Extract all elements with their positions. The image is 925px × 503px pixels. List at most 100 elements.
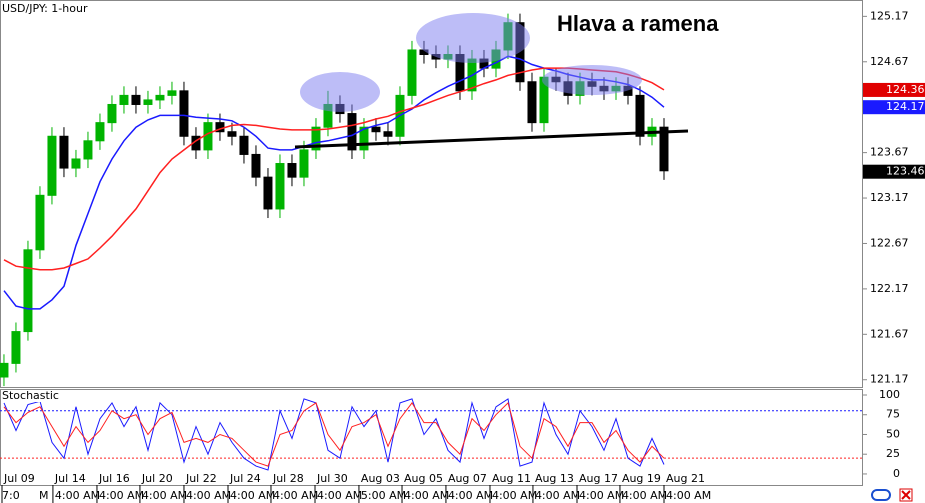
x-tick-label: Jul 14: [54, 472, 86, 485]
y-tick-label: 0: [893, 467, 900, 480]
x-time-label: 4:00 AM: [273, 489, 318, 502]
y-tick-label: 121.17: [870, 373, 909, 386]
x-time-label: 4:00 AM: [317, 489, 362, 502]
candle-body: [299, 149, 309, 178]
y-tick-label: 25: [886, 447, 900, 460]
candle-body: [0, 362, 9, 378]
candle-body: [635, 94, 645, 137]
y-tick-label: 122.67: [870, 236, 909, 249]
x-time-label: 4:00 AM: [622, 489, 667, 502]
x-tick-label: Aug 11: [492, 472, 531, 485]
price-tag: 124.36: [886, 83, 925, 96]
x-time-label: 4:00 AM: [666, 489, 711, 502]
y-tick-label: 125.17: [870, 9, 909, 22]
panel-title: Stochastic: [2, 389, 59, 402]
candle-body: [227, 131, 237, 137]
candle-body: [59, 135, 69, 169]
candle-body: [155, 94, 165, 101]
price-tag-bg: [863, 164, 925, 179]
moving-average: [3, 67, 665, 271]
candle-body: [131, 94, 141, 105]
candle-body: [11, 331, 21, 364]
y-tick-label: 75: [886, 408, 900, 421]
candle-body: [119, 94, 129, 105]
candle-body: [95, 122, 105, 142]
x-tick-label: Aug 19: [622, 472, 661, 485]
x-time-label: 4:00 AM: [186, 489, 231, 502]
x-time-label: 4:00 AM: [448, 489, 493, 502]
link-icon: [871, 489, 891, 501]
x-time-label: 4:00 AM: [55, 489, 100, 502]
annotation: Hlava a ramena: [557, 11, 719, 36]
chart-title: USD/JPY: 1-hour: [2, 2, 88, 15]
x-tick-label: Aug 17: [579, 472, 618, 485]
stochastic-panel: [0, 389, 863, 486]
candle-body: [107, 103, 117, 124]
price-tag-bg: [863, 100, 925, 115]
main-panel: [0, 0, 863, 388]
head: [416, 13, 530, 63]
close-icon-stroke: [901, 490, 911, 500]
y-tick-label: 123.17: [870, 191, 909, 204]
x-tick-label: Jul 16: [98, 472, 130, 485]
candle-body: [71, 158, 81, 169]
candle-body: [659, 126, 669, 172]
x-time-label: 4:00 AM: [535, 489, 580, 502]
candle-body: [347, 113, 357, 151]
x-tick-label: Aug 05: [404, 472, 443, 485]
candle-body: [143, 99, 153, 105]
x-tick-label: Aug 13: [535, 472, 574, 485]
x-tick-label: Jul 22: [185, 472, 217, 485]
candle-body: [407, 49, 417, 96]
x-time-label: 4:00 AM: [230, 489, 275, 502]
candle-body: [383, 131, 393, 137]
x-tick-label: Jul 09: [3, 472, 35, 485]
x-time-label: 5:00 AM: [361, 489, 406, 502]
x-time-label: M: [39, 489, 49, 502]
candle-body: [359, 126, 369, 151]
y-tick-label: 124.67: [870, 55, 909, 68]
y-tick-label: 121.67: [870, 327, 909, 340]
x-tick-label: Aug 07: [448, 472, 487, 485]
candle-body: [167, 90, 177, 96]
x-tick-label: Jul 28: [272, 472, 304, 485]
x-tick-label: Aug 03: [361, 472, 400, 485]
candle-body: [239, 135, 249, 155]
x-time-label: 4:00 AM: [404, 489, 449, 502]
candle-body: [47, 135, 57, 196]
price-tag: 123.46: [886, 165, 925, 178]
y-tick-label: 50: [886, 427, 900, 440]
price-tag-bg: [863, 82, 925, 97]
candle-body: [251, 153, 261, 178]
candle-body: [275, 163, 285, 210]
x-time-label: 4:00 AM: [142, 489, 187, 502]
candle-body: [83, 140, 93, 160]
x-tick-label: Jul 30: [316, 472, 348, 485]
x-time-label: 4:00 AM: [99, 489, 144, 502]
candle-body: [371, 126, 381, 133]
y-tick-label: 122.17: [870, 282, 909, 295]
y-tick-label: 123.67: [870, 146, 909, 159]
close-icon: [899, 488, 913, 502]
right-shoulder: [542, 65, 642, 95]
candle-body: [179, 90, 189, 137]
left-shoulder: [300, 72, 380, 112]
x-time-label: 4:00 AM: [579, 489, 624, 502]
icons: [871, 488, 913, 502]
x-time-label: 7:0: [2, 489, 20, 502]
x-tick-label: Jul 24: [229, 472, 261, 485]
x-tick-label: Aug 21: [666, 472, 705, 485]
candle-body: [527, 81, 537, 124]
candle-body: [287, 163, 297, 178]
neckline: [294, 129, 689, 149]
stochastic-line: [3, 398, 665, 471]
x-time-label: 4:00 AM: [492, 489, 537, 502]
price-tag: 124.17: [886, 100, 925, 113]
candle-body: [35, 194, 45, 251]
candle-body: [23, 249, 33, 333]
candle-body: [203, 122, 213, 151]
candle-body: [263, 176, 273, 210]
x-tick-label: Jul 20: [141, 472, 173, 485]
label-bg: [1, 390, 57, 402]
